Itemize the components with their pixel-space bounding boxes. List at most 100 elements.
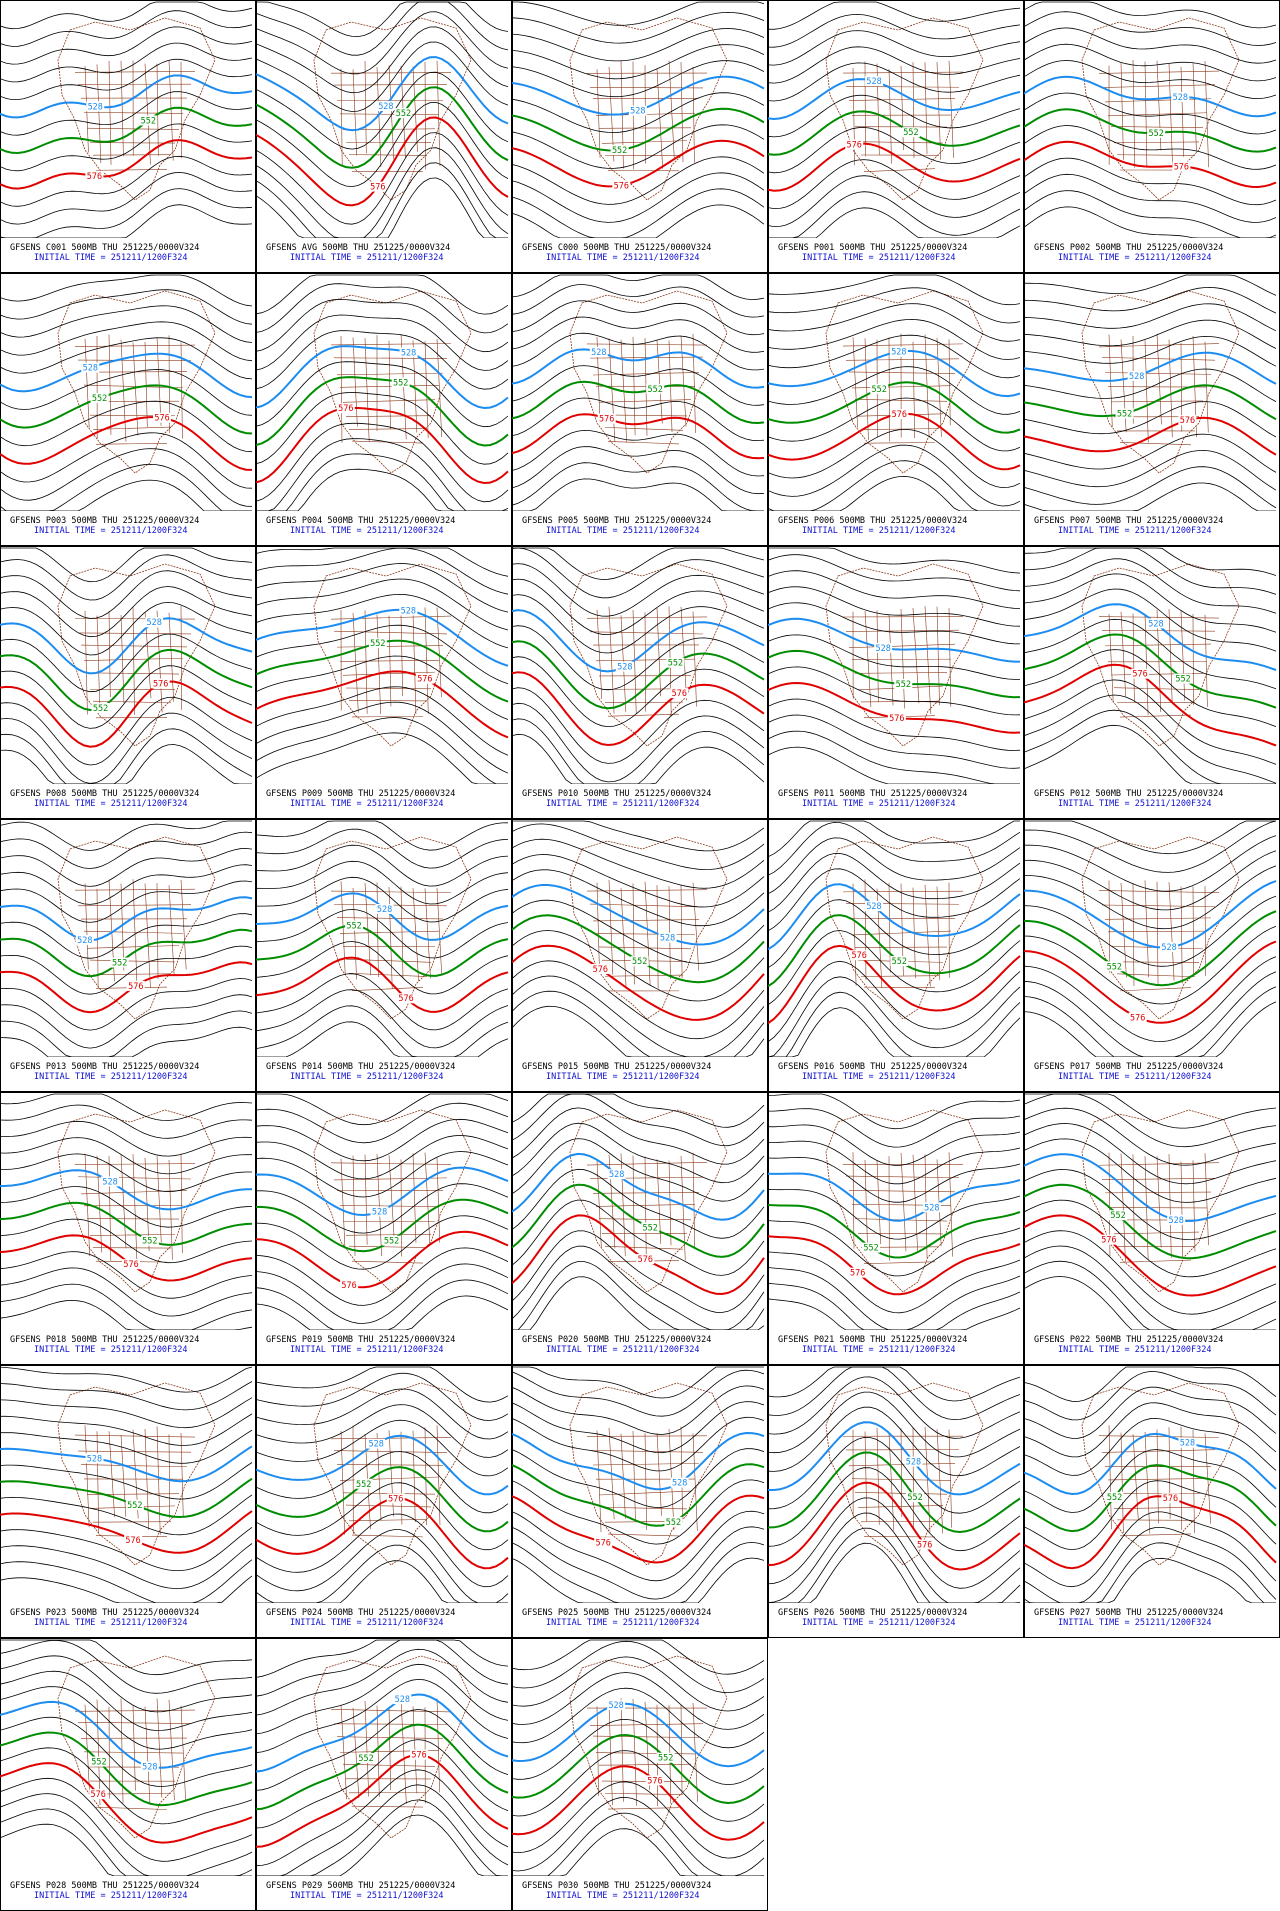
boundary [376, 882, 379, 978]
height-contour [512, 1510, 765, 1582]
map-panel: 528 552 576 GFSENS P025 500MB THU 251225/00… [512, 1365, 768, 1638]
boundary [936, 1429, 944, 1534]
label-bg [394, 108, 413, 119]
contour-label: 576 [398, 994, 413, 1004]
panel-title: GFSENS P010 500MB THU 251225/0000V324 [522, 789, 711, 799]
contour-label: 576 [1174, 162, 1189, 172]
height-contour [0, 1010, 253, 1058]
height-contour-highlight [1024, 416, 1277, 456]
height-contour [256, 1, 509, 56]
boundary [89, 959, 176, 963]
boundary [168, 1699, 175, 1801]
boundary [1132, 882, 1135, 986]
coastline [313, 1109, 472, 1293]
initial-time: INITIAL TIME = 251211/1200F324 [290, 1072, 444, 1082]
contour-label: 528 [1180, 1439, 1195, 1449]
boundary [1192, 1160, 1196, 1252]
height-contour [768, 1406, 1021, 1477]
boundary [168, 1434, 171, 1519]
height-contour [512, 1369, 765, 1417]
boundary [656, 1159, 662, 1244]
height-contour-highlight [256, 345, 509, 410]
boundary [351, 987, 424, 992]
height-contour-highlight [512, 1183, 765, 1258]
height-contour [768, 698, 1021, 751]
initial-time: INITIAL TIME = 251211/1200F324 [1058, 1345, 1212, 1355]
boundary [1108, 613, 1114, 703]
contour-label: 552 [668, 659, 683, 669]
panel-border [768, 1092, 1024, 1365]
panel-title: GFSENS P028 500MB THU 251225/0000V324 [10, 1881, 199, 1891]
label-bg [1105, 1491, 1124, 1502]
height-contour [768, 1156, 1021, 1203]
boundary [1168, 63, 1173, 168]
initial-time: INITIAL TIME = 251211/1200F324 [290, 1345, 444, 1355]
height-contour [0, 155, 253, 207]
height-contour [0, 847, 253, 887]
boundary [1110, 126, 1204, 128]
label-bg [125, 1499, 144, 1510]
height-contour [256, 1419, 509, 1477]
label-bg [890, 956, 909, 967]
boundary [900, 608, 905, 709]
height-contour [768, 1467, 1021, 1552]
height-contour-highlight [768, 1204, 1021, 1259]
height-contour-highlight [0, 1169, 253, 1211]
caption-bg [769, 1330, 1023, 1364]
height-contour [768, 547, 1021, 574]
boundary [180, 1705, 186, 1801]
panel-title: GFSENS P001 500MB THU 251225/0000V324 [778, 243, 967, 253]
initial-time: INITIAL TIME = 251211/1200F324 [290, 1891, 444, 1901]
contour-label: 552 [93, 704, 108, 714]
boundary [900, 1428, 903, 1518]
height-contour [512, 625, 765, 691]
height-contour-highlight [1024, 140, 1277, 189]
panel-border [0, 273, 256, 546]
caption-bg [257, 511, 511, 545]
boundary [83, 112, 184, 114]
height-contour [1024, 588, 1277, 652]
initial-time: INITIAL TIME = 251211/1200F324 [802, 1345, 956, 1355]
height-contour [0, 91, 253, 136]
height-contour [256, 147, 509, 239]
boundary [644, 338, 648, 436]
boundary [1168, 1154, 1172, 1258]
height-contour [256, 1372, 509, 1421]
contour-label: 552 [396, 109, 411, 119]
boundary [156, 1426, 161, 1535]
height-contour [1024, 547, 1277, 595]
height-contour [0, 1429, 253, 1464]
label-bg [1147, 127, 1166, 138]
boundary [400, 1699, 407, 1804]
height-contour [768, 303, 1021, 342]
label-bg [597, 413, 616, 424]
boundary [364, 61, 367, 154]
map-panel: 528 552 576 GFSENS P019 500MB THU 251225/00… [256, 1092, 512, 1365]
boundary [598, 1763, 692, 1766]
boundary [364, 1700, 370, 1797]
boundary [596, 1430, 602, 1533]
height-contour [256, 162, 508, 239]
height-contour-highlight [1024, 351, 1277, 385]
boundary [912, 62, 915, 158]
boundary [589, 1723, 704, 1726]
boundary [345, 687, 432, 690]
label-bg [862, 1242, 881, 1253]
contour-label: 552 [92, 394, 107, 404]
height-contour [768, 837, 1021, 895]
contour-label: 528 [875, 644, 890, 654]
coastline [1081, 563, 1240, 747]
boundary [845, 903, 960, 905]
panel-border [256, 819, 512, 1092]
boundary [656, 340, 663, 424]
height-contour [0, 400, 253, 453]
label-bg [122, 1259, 141, 1270]
boundary [144, 1706, 151, 1803]
boundary [1098, 616, 1220, 619]
height-contour [512, 462, 764, 512]
boundary [936, 606, 940, 706]
boundary [96, 1155, 103, 1253]
boundary [144, 341, 148, 428]
label-bg [1099, 1234, 1118, 1245]
contour-label: 576 [87, 172, 102, 182]
